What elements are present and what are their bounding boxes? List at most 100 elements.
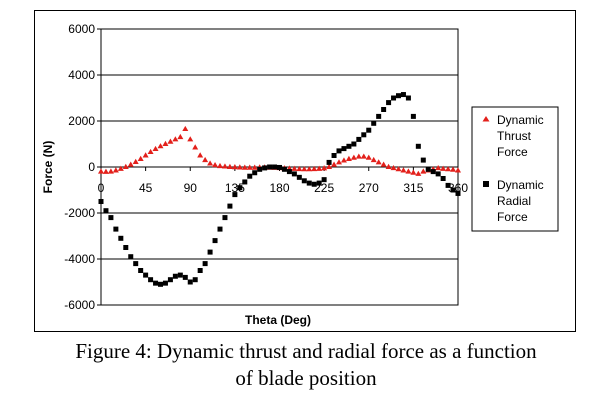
- thrust-point: [127, 161, 134, 167]
- radial-point: [272, 164, 278, 170]
- series-layer: [98, 92, 461, 287]
- legend-label-thrust-3: Force: [497, 145, 528, 159]
- x-axis-title: Theta (Deg): [245, 313, 311, 327]
- thrust-point: [380, 161, 387, 167]
- x-tick-label: 315: [403, 181, 423, 195]
- thrust-point: [187, 136, 194, 142]
- radial-point: [227, 203, 233, 209]
- radial-point: [187, 279, 193, 285]
- thrust-point: [400, 167, 407, 173]
- radial-point: [420, 157, 426, 163]
- thrust-point: [152, 145, 159, 152]
- thrust-point: [316, 165, 323, 171]
- radial-point: [405, 95, 411, 101]
- thrust-point: [415, 170, 422, 176]
- radial-point: [341, 146, 347, 152]
- radial-point: [242, 179, 248, 185]
- thrust-point: [336, 159, 342, 165]
- legend-label-radial-3: Force: [497, 210, 528, 224]
- thrust-point: [112, 167, 119, 173]
- radial-point: [445, 182, 451, 188]
- x-tick-label: 90: [184, 181, 198, 195]
- radial-point: [232, 192, 238, 198]
- thrust-point: [197, 152, 204, 158]
- radial-point: [296, 174, 302, 180]
- radial-point: [391, 95, 397, 101]
- x-tick-label: 135: [225, 181, 245, 195]
- radial-point: [386, 100, 392, 106]
- thrust-point: [162, 140, 169, 146]
- radial-point: [356, 136, 362, 142]
- radial-point: [237, 185, 243, 191]
- thrust-point: [157, 143, 164, 149]
- thrust-point: [350, 154, 357, 160]
- radial-point: [143, 272, 149, 278]
- thrust-point: [345, 155, 352, 161]
- radial-point: [108, 215, 114, 221]
- legend-box: [471, 106, 559, 232]
- radial-point: [400, 92, 406, 98]
- thrust-point: [355, 153, 362, 159]
- thrust-point: [326, 163, 333, 169]
- thrust-point: [251, 164, 258, 170]
- radial-point: [286, 169, 292, 175]
- radial-point: [192, 277, 198, 283]
- radial-point: [138, 268, 144, 273]
- thrust-point: [246, 164, 253, 170]
- thrust-point: [360, 153, 367, 159]
- thrust-point: [182, 125, 189, 132]
- thrust-point: [207, 160, 214, 166]
- thrust-point: [455, 167, 461, 173]
- radial-point: [440, 176, 446, 181]
- thrust-point: [450, 166, 457, 172]
- legend-marker-triangle: [482, 116, 490, 122]
- thrust-point: [172, 136, 179, 142]
- thrust-point: [177, 133, 184, 140]
- radial-point: [123, 245, 129, 250]
- thrust-point: [410, 169, 417, 175]
- thrust-point: [445, 166, 452, 172]
- thrust-point: [236, 164, 243, 170]
- radial-point: [202, 261, 208, 267]
- thrust-point: [117, 165, 124, 171]
- legend-label-radial-1: Dynamic: [497, 178, 544, 192]
- series-radial: [98, 92, 461, 287]
- radial-point: [291, 171, 297, 177]
- thrust-point: [420, 168, 427, 174]
- thrust-point: [217, 162, 223, 169]
- x-tick-labels: 0 45 90 135 180 225 270 315 360: [98, 167, 468, 195]
- thrust-point: [370, 156, 377, 163]
- thrust-point: [301, 166, 308, 172]
- radial-point: [351, 141, 357, 147]
- thrust-point: [137, 155, 144, 161]
- radial-point: [247, 173, 253, 179]
- thrust-point: [291, 165, 298, 171]
- radial-point: [415, 143, 421, 149]
- caption-line-2: of blade position: [235, 366, 377, 390]
- radial-point: [321, 177, 327, 183]
- thrust-point: [405, 168, 412, 174]
- figure-frame: [34, 10, 576, 332]
- radial-point: [301, 178, 307, 184]
- radial-point: [311, 181, 317, 187]
- radial-point: [257, 166, 263, 172]
- thrust-point: [331, 161, 338, 167]
- y-tick-label: -4000: [64, 252, 95, 266]
- thrust-point: [435, 164, 442, 171]
- radial-point: [182, 274, 188, 280]
- radial-point: [262, 165, 268, 171]
- x-tick-label: 0: [98, 181, 105, 195]
- radial-point: [336, 148, 342, 154]
- thrust-point: [340, 157, 347, 163]
- radial-point: [98, 199, 104, 204]
- radial-point: [118, 235, 124, 241]
- radial-point: [133, 261, 139, 267]
- radial-point: [376, 113, 382, 119]
- radial-point: [430, 169, 436, 175]
- caption-line-1: Figure 4: Dynamic thrust and radial forc…: [75, 339, 537, 363]
- radial-point: [158, 281, 163, 287]
- radial-point: [103, 208, 109, 214]
- radial-point: [361, 132, 367, 138]
- radial-point: [267, 164, 273, 170]
